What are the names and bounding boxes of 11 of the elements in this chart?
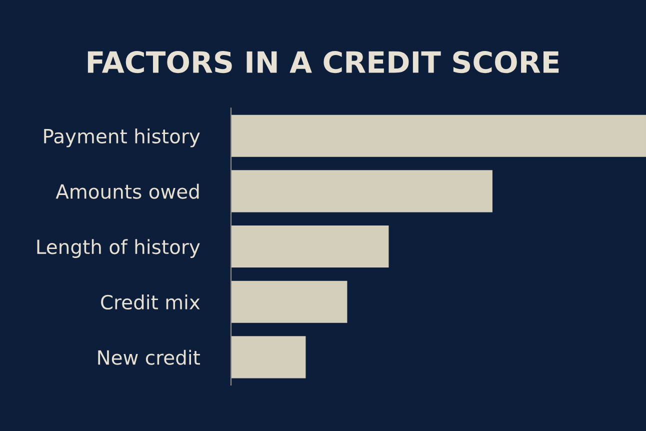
y-tick-label: Payment history [44, 128, 200, 148]
y-tick-label: Length of history [37, 239, 200, 258]
y-tick-label: Amounts owed [56, 184, 199, 199]
bar [231, 280, 348, 323]
bar [231, 226, 389, 268]
bar [231, 170, 492, 212]
y-tick-label: Credit mix [101, 294, 200, 310]
bar [231, 114, 646, 157]
y-tick-label: New credit [98, 350, 200, 365]
bar [231, 336, 306, 378]
chart-title: FACTORS IN A CREDIT SCORE [88, 51, 559, 74]
